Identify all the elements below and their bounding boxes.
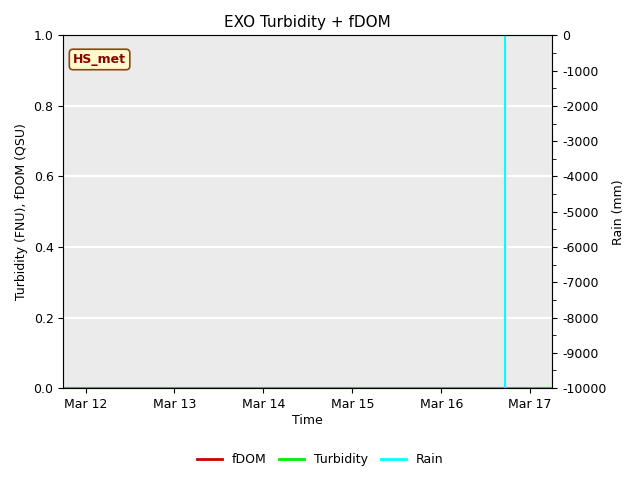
Title: EXO Turbidity + fDOM: EXO Turbidity + fDOM bbox=[225, 15, 391, 30]
Y-axis label: Rain (mm): Rain (mm) bbox=[612, 179, 625, 244]
X-axis label: Time: Time bbox=[292, 414, 323, 427]
Text: HS_met: HS_met bbox=[73, 53, 126, 66]
Y-axis label: Turbidity (FNU), fDOM (QSU): Turbidity (FNU), fDOM (QSU) bbox=[15, 123, 28, 300]
Legend: fDOM, Turbidity, Rain: fDOM, Turbidity, Rain bbox=[192, 448, 448, 471]
